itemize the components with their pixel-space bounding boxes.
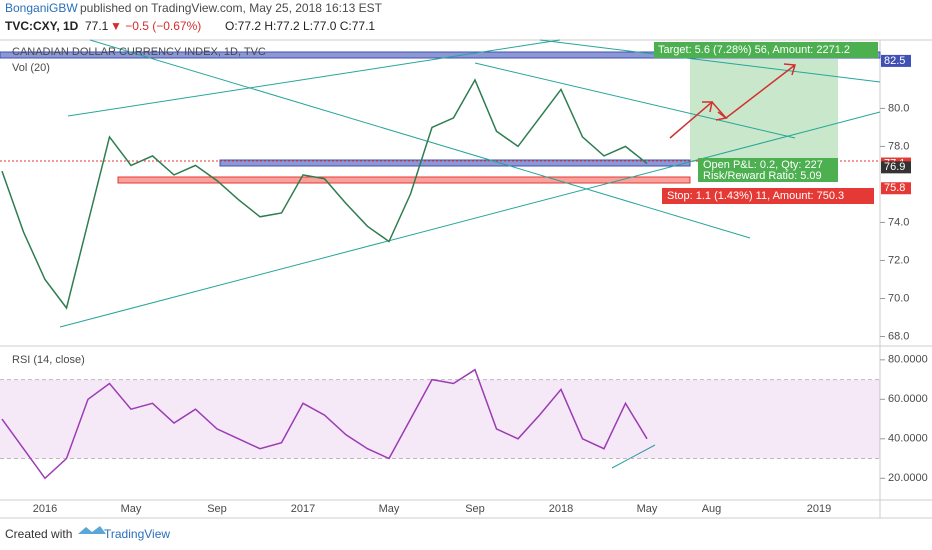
ohlc: O:77.2 H:77.2 L:77.0 C:77.1 (225, 19, 375, 33)
author[interactable]: BonganiGBW (5, 1, 78, 15)
projection-arrows (669, 63, 796, 139)
price-label: 82.5 (884, 55, 905, 67)
x-tick-label: 2017 (291, 503, 315, 515)
pl-box (698, 158, 838, 182)
series-line (1, 78, 648, 310)
volume-label: Vol (20) (12, 62, 50, 74)
y-tick-label: 20.0000 (888, 472, 928, 484)
y-tick-label: 40.0000 (888, 433, 928, 445)
y-tick-label: 78.0 (888, 140, 909, 152)
x-tick-label: Sep (465, 503, 485, 515)
rr-label: Risk/Reward Ratio: 5.09 (703, 170, 822, 182)
y-tick-label: 60.0000 (888, 393, 928, 405)
x-tick-label: May (637, 503, 658, 515)
target-box (654, 42, 878, 58)
last: 77.1 (85, 19, 109, 33)
price-label-box (881, 161, 911, 174)
x-tick-label: Aug (702, 503, 722, 515)
y-tick-label: 80.0 (888, 102, 909, 114)
x-tick-label: May (379, 503, 400, 515)
footer-brand[interactable]: TradingView (104, 527, 170, 541)
change: ▼ −0.5 (−0.67%) (110, 19, 201, 33)
rsi-title: RSI (14, close) (12, 354, 85, 366)
price-label-box (881, 182, 911, 195)
price-label: 75.8 (884, 182, 905, 194)
x-tick-label: Sep (207, 503, 227, 515)
logo (78, 526, 106, 534)
target-label: Target: 5.6 (7.28%) 56, Amount: 2271.2 (658, 44, 850, 56)
price-label-box (881, 54, 911, 67)
support-zone (219, 159, 691, 167)
y-tick-label: 70.0 (888, 292, 909, 304)
x-tick-label: 2018 (549, 503, 573, 515)
y-tick-label: 80.0000 (888, 354, 928, 366)
stop-zone (117, 176, 691, 184)
symbol: TVC:CXY, 1D (5, 19, 79, 33)
series-line (1, 368, 648, 480)
trend-lines (59, 39, 881, 469)
x-tick-label: May (121, 503, 142, 515)
published: published on TradingView.com, May 25, 20… (80, 1, 383, 15)
y-tick-label: 68.0 (888, 330, 909, 342)
stop-label: Stop: 1.1 (1.43%) 11, Amount: 750.3 (667, 190, 844, 202)
y-tick-label: 74.0 (888, 216, 909, 228)
resistance-zone (0, 51, 881, 59)
x-tick-label: 2016 (33, 503, 57, 515)
pl-label: Open P&L: 0.2, Qty: 227 (703, 159, 823, 171)
chart-title: CANADIAN DOLLAR CURRENCY INDEX, 1D, TVC (12, 46, 266, 58)
x-tick-label: 2019 (807, 503, 831, 515)
y-tick-label: 72.0 (888, 254, 909, 266)
target-zone (690, 59, 838, 162)
footer-text: Created with (5, 527, 72, 541)
price-label: 76.9 (884, 161, 905, 173)
rsi-band (0, 379, 880, 459)
stop-box (662, 188, 874, 204)
